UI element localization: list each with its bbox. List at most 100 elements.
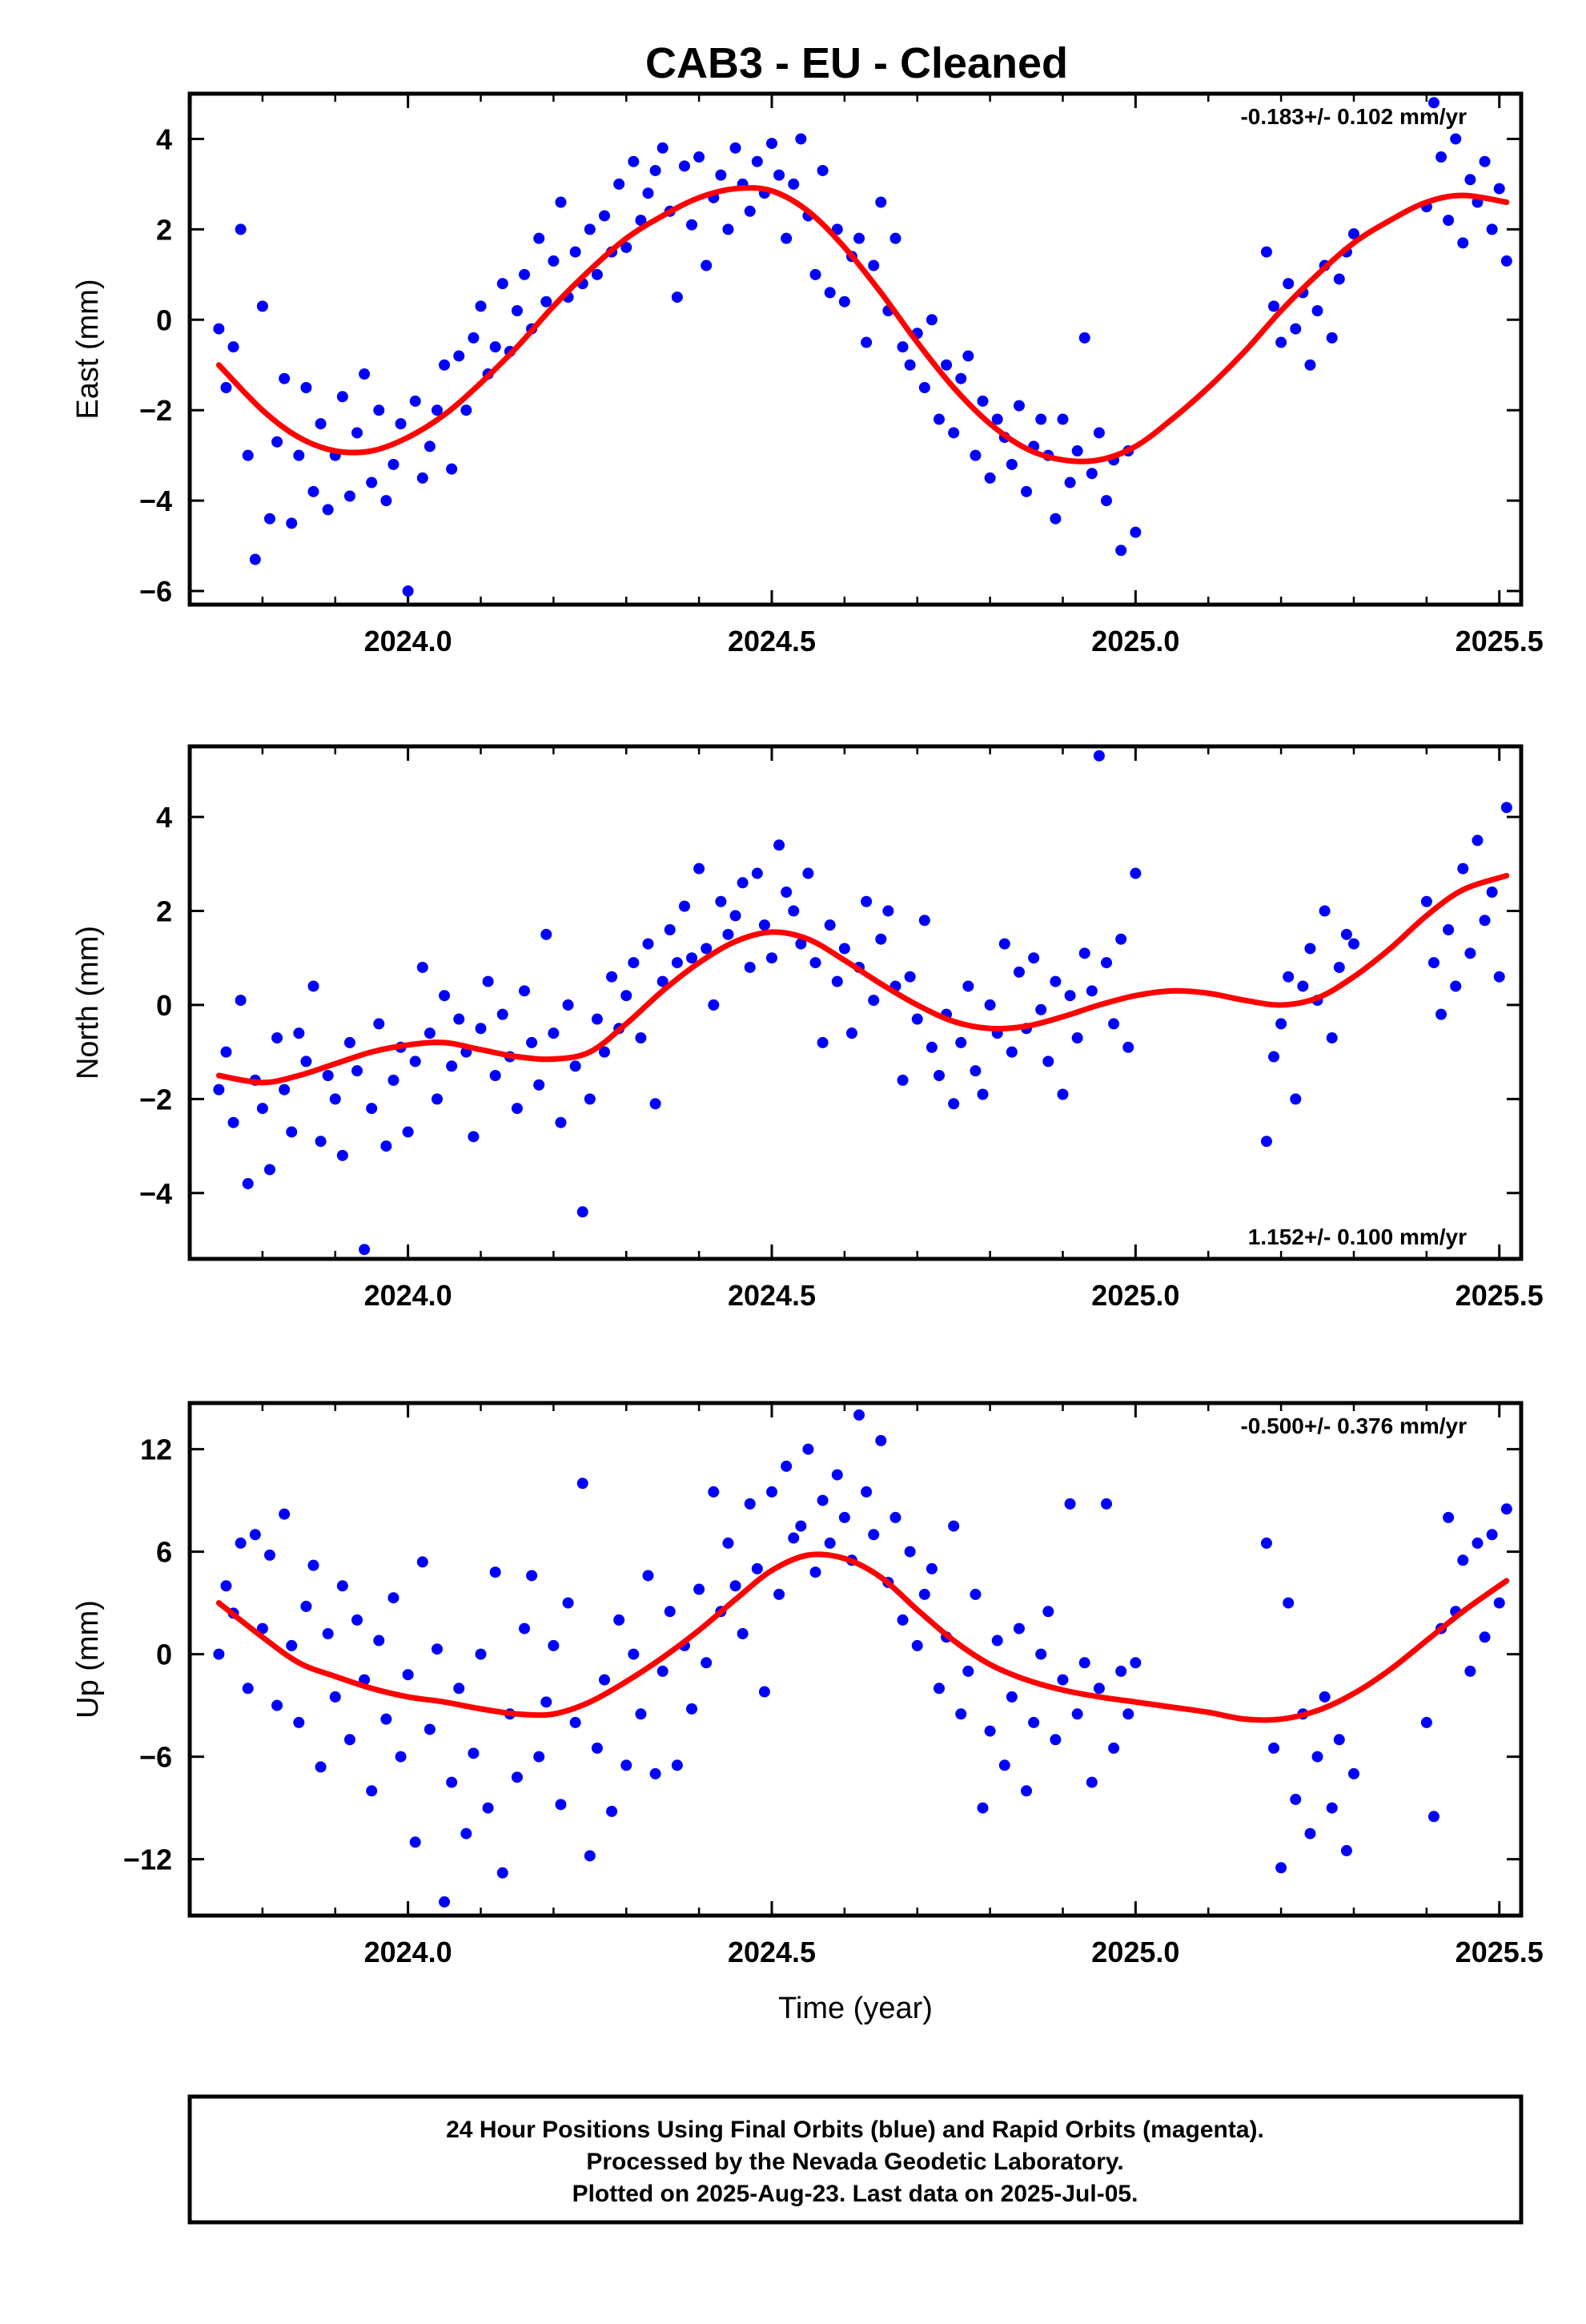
data-point bbox=[395, 418, 407, 430]
data-point bbox=[693, 862, 705, 875]
data-point bbox=[286, 517, 298, 529]
data-point bbox=[533, 1079, 545, 1091]
y-tick-label: 4 bbox=[156, 801, 172, 834]
data-point bbox=[511, 305, 523, 317]
data-point bbox=[904, 1546, 916, 1558]
data-point bbox=[424, 1027, 436, 1039]
data-point bbox=[576, 1478, 588, 1490]
data-point bbox=[781, 887, 793, 899]
data-point bbox=[1420, 1716, 1432, 1728]
data-point bbox=[227, 341, 239, 353]
data-point bbox=[1347, 1767, 1359, 1779]
data-point bbox=[1283, 1597, 1295, 1609]
data-point bbox=[322, 504, 334, 516]
data-point bbox=[468, 332, 480, 344]
data-point bbox=[1064, 1498, 1076, 1510]
data-point bbox=[765, 138, 777, 150]
data-point bbox=[1013, 966, 1025, 978]
data-point bbox=[781, 1460, 793, 1472]
y-tick-label: 0 bbox=[156, 1638, 172, 1671]
data-point bbox=[359, 368, 371, 380]
data-point bbox=[875, 1434, 887, 1446]
x-tick-label: 2024.0 bbox=[364, 625, 452, 657]
data-point bbox=[1450, 980, 1462, 992]
data-point bbox=[984, 1725, 996, 1737]
data-point bbox=[1071, 1032, 1083, 1044]
data-point bbox=[343, 490, 355, 502]
data-point bbox=[838, 943, 850, 955]
data-point bbox=[1268, 1742, 1280, 1754]
data-point bbox=[584, 1093, 596, 1105]
y-tick-label: 6 bbox=[156, 1536, 172, 1569]
data-point bbox=[227, 1116, 239, 1128]
data-point bbox=[263, 513, 275, 525]
data-point bbox=[1115, 1665, 1127, 1677]
data-point bbox=[1021, 1785, 1033, 1797]
data-point bbox=[962, 980, 974, 992]
data-point bbox=[1443, 1511, 1455, 1523]
data-point bbox=[1086, 1776, 1098, 1788]
data-point bbox=[424, 1723, 436, 1735]
data-point bbox=[1283, 278, 1295, 290]
data-point bbox=[402, 1669, 414, 1681]
data-point bbox=[1006, 458, 1018, 470]
data-point bbox=[1427, 1811, 1439, 1823]
data-point bbox=[751, 155, 763, 167]
data-point bbox=[977, 1802, 989, 1814]
data-point bbox=[1050, 513, 1062, 525]
data-point bbox=[242, 449, 254, 461]
data-point bbox=[701, 943, 713, 955]
footer-line-2: Processed by the Nevada Geodetic Laborat… bbox=[586, 2149, 1123, 2175]
data-point bbox=[1122, 1041, 1134, 1053]
data-point bbox=[1457, 1554, 1469, 1566]
data-point bbox=[1035, 1003, 1047, 1015]
data-point bbox=[1108, 1742, 1120, 1754]
data-point bbox=[468, 1131, 480, 1143]
data-point bbox=[606, 971, 618, 983]
data-point bbox=[1086, 468, 1098, 480]
data-point bbox=[868, 995, 880, 1007]
data-point bbox=[359, 1244, 371, 1256]
data-point bbox=[686, 219, 698, 231]
data-point bbox=[293, 1716, 305, 1728]
data-point bbox=[343, 1036, 355, 1048]
data-point bbox=[1493, 183, 1505, 195]
data-point bbox=[489, 341, 501, 353]
data-point bbox=[279, 372, 291, 384]
data-point bbox=[1333, 273, 1345, 285]
data-point bbox=[213, 1084, 225, 1096]
data-point bbox=[249, 553, 261, 565]
data-point bbox=[256, 300, 268, 312]
data-point bbox=[307, 485, 319, 497]
data-point bbox=[315, 418, 327, 430]
data-point bbox=[1319, 905, 1331, 917]
data-point bbox=[934, 413, 946, 425]
data-point bbox=[409, 395, 421, 407]
data-point bbox=[307, 980, 319, 992]
data-point bbox=[1130, 867, 1142, 879]
data-point bbox=[1071, 445, 1083, 457]
data-point bbox=[1464, 174, 1476, 186]
data-point bbox=[918, 915, 930, 927]
data-point bbox=[701, 259, 713, 271]
footer-frame bbox=[187, 2094, 1524, 2225]
data-point bbox=[431, 404, 443, 416]
data-point bbox=[1275, 336, 1287, 348]
data-point bbox=[1290, 1793, 1302, 1805]
data-point bbox=[496, 1867, 508, 1879]
data-point bbox=[868, 1529, 880, 1541]
data-point bbox=[366, 1103, 378, 1115]
x-tick-label: 2024.5 bbox=[728, 1279, 816, 1312]
data-point bbox=[758, 919, 770, 931]
data-point bbox=[1326, 1032, 1338, 1044]
data-point bbox=[387, 458, 400, 470]
data-point bbox=[853, 1409, 865, 1421]
data-point bbox=[1450, 133, 1462, 145]
data-point bbox=[795, 133, 807, 145]
data-point bbox=[678, 900, 690, 912]
data-point bbox=[460, 404, 472, 416]
data-point bbox=[460, 1827, 472, 1839]
y-tick-label: −6 bbox=[139, 575, 172, 608]
data-point bbox=[373, 404, 385, 416]
